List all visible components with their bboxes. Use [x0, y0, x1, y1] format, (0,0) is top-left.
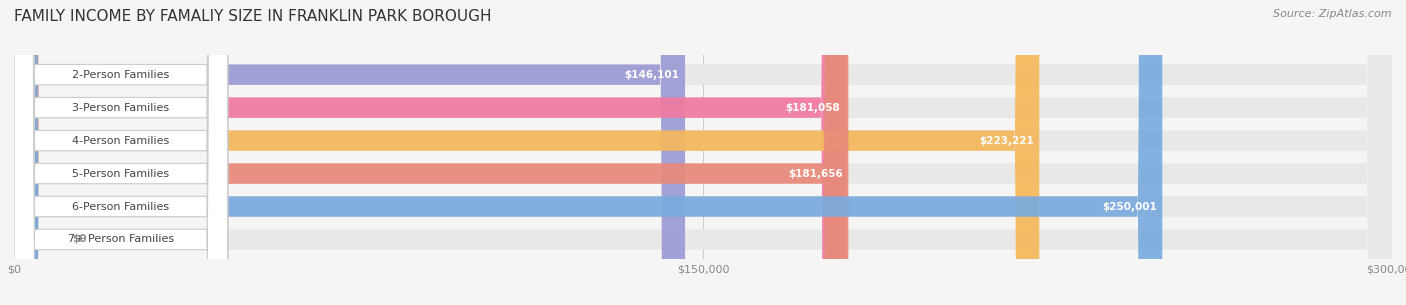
FancyBboxPatch shape — [14, 0, 845, 305]
FancyBboxPatch shape — [14, 0, 228, 305]
FancyBboxPatch shape — [14, 0, 1392, 305]
FancyBboxPatch shape — [14, 0, 1392, 305]
FancyBboxPatch shape — [14, 0, 228, 305]
Text: FAMILY INCOME BY FAMALIY SIZE IN FRANKLIN PARK BOROUGH: FAMILY INCOME BY FAMALIY SIZE IN FRANKLI… — [14, 9, 492, 24]
Text: 7+ Person Families: 7+ Person Families — [67, 235, 174, 245]
FancyBboxPatch shape — [14, 0, 1392, 305]
Text: $181,656: $181,656 — [789, 169, 842, 178]
FancyBboxPatch shape — [14, 0, 228, 305]
Text: 6-Person Families: 6-Person Families — [72, 202, 169, 211]
Text: $0: $0 — [72, 235, 86, 245]
Text: Source: ZipAtlas.com: Source: ZipAtlas.com — [1274, 9, 1392, 19]
Text: 5-Person Families: 5-Person Families — [72, 169, 169, 178]
Text: $223,221: $223,221 — [979, 136, 1033, 145]
FancyBboxPatch shape — [14, 0, 1039, 305]
FancyBboxPatch shape — [14, 0, 228, 305]
Text: $250,001: $250,001 — [1102, 202, 1157, 211]
FancyBboxPatch shape — [14, 0, 685, 305]
FancyBboxPatch shape — [14, 0, 1392, 305]
FancyBboxPatch shape — [14, 0, 1163, 305]
FancyBboxPatch shape — [14, 0, 1392, 305]
Text: 2-Person Families: 2-Person Families — [72, 70, 170, 80]
FancyBboxPatch shape — [14, 0, 848, 305]
Text: $146,101: $146,101 — [624, 70, 679, 80]
FancyBboxPatch shape — [14, 0, 228, 305]
Text: 4-Person Families: 4-Person Families — [72, 136, 170, 145]
FancyBboxPatch shape — [14, 0, 228, 305]
Text: $181,058: $181,058 — [786, 103, 841, 113]
Text: 3-Person Families: 3-Person Families — [72, 103, 169, 113]
FancyBboxPatch shape — [14, 0, 1392, 305]
